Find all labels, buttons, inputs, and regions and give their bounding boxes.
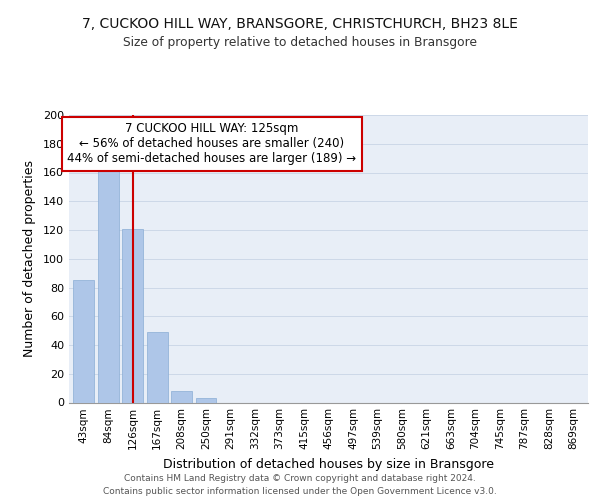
Text: Contains HM Land Registry data © Crown copyright and database right 2024.: Contains HM Land Registry data © Crown c… (124, 474, 476, 483)
Text: 7, CUCKOO HILL WAY, BRANSGORE, CHRISTCHURCH, BH23 8LE: 7, CUCKOO HILL WAY, BRANSGORE, CHRISTCHU… (82, 18, 518, 32)
Bar (98, 162, 119, 402)
Text: Contains public sector information licensed under the Open Government Licence v3: Contains public sector information licen… (103, 487, 497, 496)
Bar (171, 391, 192, 402)
X-axis label: Distribution of detached houses by size in Bransgore: Distribution of detached houses by size … (163, 458, 494, 471)
Bar (147, 332, 167, 402)
Bar (196, 398, 217, 402)
Y-axis label: Number of detached properties: Number of detached properties (23, 160, 36, 357)
Text: Size of property relative to detached houses in Bransgore: Size of property relative to detached ho… (123, 36, 477, 49)
Bar (73, 280, 94, 402)
Text: 7 CUCKOO HILL WAY: 125sqm
← 56% of detached houses are smaller (240)
44% of semi: 7 CUCKOO HILL WAY: 125sqm ← 56% of detac… (67, 122, 356, 165)
Bar (122, 228, 143, 402)
